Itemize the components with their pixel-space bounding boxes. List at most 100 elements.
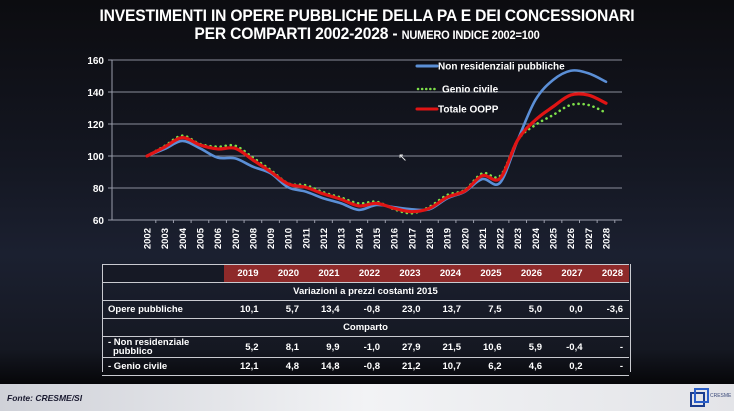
- x-axis: 2002 2003 2004 2005 2006 2007 2008 2009 2010 2011…: [112, 219, 622, 249]
- table-cell: 27,9: [386, 336, 427, 358]
- table-cell: -0,8: [345, 300, 386, 319]
- table-cell: -0,8: [345, 357, 386, 376]
- table-cell: 21,5: [426, 336, 467, 358]
- table-cell: 4,6: [507, 357, 548, 376]
- cresme-logo-icon: CRESME: [690, 388, 732, 408]
- row-label-line-2: pubblico: [113, 346, 153, 357]
- x-tick-label: 2018: [425, 228, 436, 249]
- legend-label: Genio civile: [442, 85, 499, 96]
- x-tick-label: 2011: [301, 227, 312, 248]
- mouse-cursor-icon: ↖: [398, 152, 408, 164]
- table-row: Opere pubbliche 10,1 5,7 13,4 -0,8 23,0 …: [102, 300, 629, 319]
- section-title: Comparto: [102, 318, 629, 337]
- x-tick-label: 2022: [496, 228, 507, 249]
- x-tick-label: 2012: [319, 228, 330, 249]
- row-label: - Genio civile: [102, 357, 224, 376]
- table-cell: 14,8: [305, 357, 346, 376]
- table-row: - Non residenziale pubblico 5,2 8,1 9,9 -…: [102, 336, 629, 358]
- x-tick-label: 2027: [584, 228, 595, 249]
- table-cell: 13,7: [426, 300, 467, 319]
- x-tick-label: 2014: [354, 227, 365, 249]
- table-cell: 4,8: [264, 357, 305, 376]
- x-tick-label: 2007: [231, 228, 242, 249]
- header-year: 2025: [467, 264, 508, 283]
- x-tick-label: 2010: [284, 228, 295, 249]
- x-tick-label: 2013: [337, 228, 348, 249]
- x-tick-label: 2004: [178, 227, 189, 249]
- source-note: Fonte: CRESME/SI: [7, 393, 83, 403]
- table-cell: 0,0: [548, 300, 589, 319]
- x-tick-label: 2015: [372, 227, 383, 249]
- table-cell: 5,9: [507, 336, 548, 358]
- table-cell: 5,2: [224, 336, 265, 358]
- table-cell: 5,0: [507, 300, 548, 319]
- table-cell: -1,0: [345, 336, 386, 358]
- footer-bar: Fonte: CRESME/SI CRESME: [0, 384, 734, 411]
- table-cell: 8,1: [264, 336, 305, 358]
- grid: [112, 59, 622, 189]
- x-tick-label: 2021: [478, 227, 489, 249]
- header-year: 2026: [507, 264, 548, 283]
- header-year: 2020: [264, 264, 305, 283]
- table-cell: 5,7: [264, 300, 305, 319]
- logo-square-back: [690, 392, 705, 407]
- y-tick-label: 60: [93, 216, 105, 227]
- y-tick-label: 120: [87, 120, 104, 131]
- x-tick-label: 2006: [213, 228, 224, 249]
- row-label: - Non residenziale pubblico: [102, 336, 224, 358]
- header-blank-cell: [102, 264, 224, 283]
- x-tick-label: 2016: [390, 228, 401, 249]
- table-cell: 21,2: [386, 357, 427, 376]
- header-year: 2022: [345, 264, 386, 283]
- x-tick-label: 2008: [248, 228, 259, 249]
- series-lines: [145, 69, 608, 215]
- table-cell: 6,2: [467, 357, 508, 376]
- table-row: - Genio civile 12,1 4,8 14,8 -0,8 21,2 1…: [102, 357, 629, 376]
- row-label-line-1: - Non residenziale: [108, 337, 190, 348]
- x-tick-label: 2019: [443, 228, 454, 249]
- table-cell: -: [588, 357, 629, 376]
- table-cell: -3,6: [588, 300, 629, 319]
- legend-label: Non residenziali pubbliche: [438, 62, 565, 73]
- y-tick-label: 100: [87, 152, 104, 163]
- series-line-genio-civile: [145, 102, 608, 215]
- title-line-2-main: PER COMPARTI 2002-2028 -: [194, 24, 402, 43]
- title-line-1: INVESTIMENTI IN OPERE PUBBLICHE DELLA PA…: [99, 6, 635, 25]
- x-tick-label: 2028: [602, 228, 613, 249]
- table-section-row: Comparto: [102, 318, 629, 337]
- table-cell: 7,5: [467, 300, 508, 319]
- x-tick-label: 2025: [549, 227, 560, 249]
- x-tick-label: 2005: [195, 227, 206, 249]
- section-title: Variazioni a prezzi costanti 2015: [102, 282, 629, 301]
- header-year: 2028: [588, 264, 629, 283]
- table-header-row: 2019 2020 2021 2022 2023 2024 2025 2026 …: [102, 264, 629, 283]
- table-cell: 9,9: [305, 336, 346, 358]
- chart-title: INVESTIMENTI IN OPERE PUBBLICHE DELLA PA…: [0, 7, 734, 44]
- x-tick-label: 2023: [513, 228, 524, 249]
- legend-label: Totale OOPP: [438, 105, 499, 116]
- x-tick-label: 2024: [531, 227, 542, 249]
- header-year: 2023: [386, 264, 427, 283]
- table-section-row: Variazioni a prezzi costanti 2015: [102, 282, 629, 301]
- x-tick-label: 2026: [566, 228, 577, 249]
- legend: Non residenziali pubbliche Genio civile To…: [415, 62, 565, 116]
- table-cell: 0,2: [548, 357, 589, 376]
- x-tick-label: 2017: [407, 228, 418, 249]
- series-line-non-residenziali-pubbliche: [145, 69, 608, 212]
- x-tick-label: 2002: [143, 228, 154, 249]
- y-tick-label: 160: [87, 56, 104, 67]
- table-cell: -0,4: [548, 336, 589, 358]
- x-tick-label: 2020: [460, 228, 471, 249]
- header-year: 2021: [305, 264, 346, 283]
- row-label: Opere pubbliche: [102, 300, 224, 319]
- logo-square-front: [694, 388, 709, 403]
- x-tick-label: 2003: [160, 228, 171, 249]
- table-cell: 12,1: [224, 357, 265, 376]
- header-year: 2024: [426, 264, 467, 283]
- table-cell: 10,6: [467, 336, 508, 358]
- series-line-totale-oopp: [145, 92, 608, 214]
- title-subtitle: NUMERO INDICE 2002=100: [401, 28, 540, 42]
- logo-text: CRESME: [710, 393, 732, 399]
- table-cell: 10,7: [426, 357, 467, 376]
